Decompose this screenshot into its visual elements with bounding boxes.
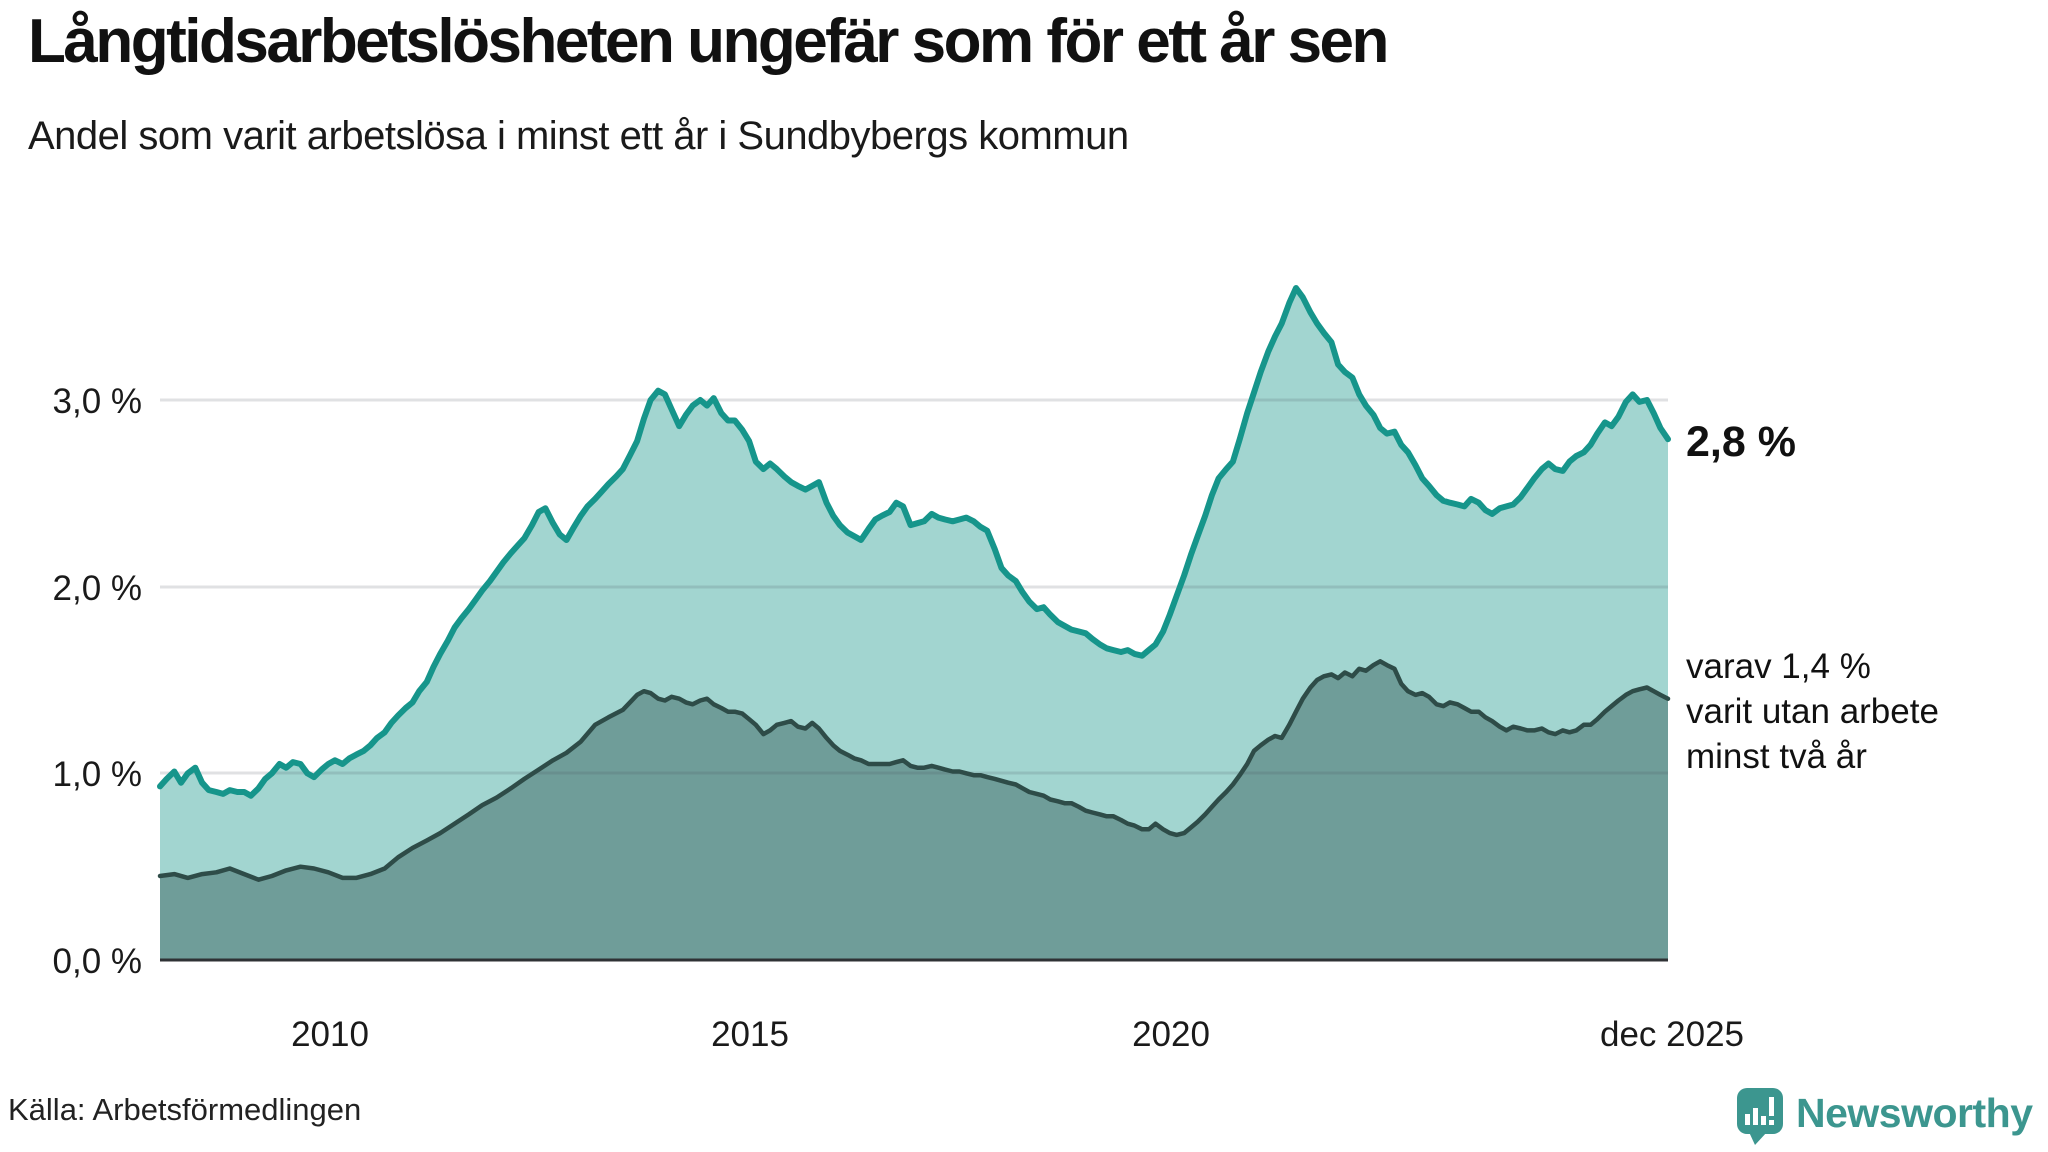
x-tick-2010: 2010	[291, 1015, 369, 1054]
y-tick-3: 3,0 %	[53, 382, 143, 421]
subset-annotation: varav 1,4 % varit utan arbete minst två …	[1686, 644, 1939, 779]
y-tick-0: 0,0 %	[53, 942, 143, 981]
newsworthy-icon	[1737, 1088, 1783, 1145]
page-title: Långtidsarbetslösheten ungefär som för e…	[28, 7, 1389, 76]
line-total	[157, 285, 1671, 799]
page-subtitle: Andel som varit arbetslösa i minst ett å…	[28, 114, 1129, 158]
source-credit: Källa: Arbetsförmedlingen	[8, 1092, 362, 1127]
subset-annotation-line2: varit utan arbete	[1686, 692, 1939, 731]
brand-logo: Newsworthy	[1736, 1086, 2033, 1146]
x-tick-dec-2025: dec 2025	[1600, 1015, 1744, 1054]
gridlines	[160, 398, 1668, 775]
subset-annotation-line3: minst två år	[1686, 737, 1867, 776]
y-tick-2: 2,0 %	[53, 569, 143, 608]
subset-annotation-line1: varav 1,4 %	[1686, 647, 1871, 686]
latest-total-label: 2,8 %	[1686, 418, 1796, 466]
line-two-years	[157, 659, 1671, 882]
area-fill-two-years	[160, 661, 1668, 960]
x-tick-2020: 2020	[1132, 1015, 1210, 1054]
y-tick-1: 1,0 %	[53, 755, 143, 794]
x-tick-2015: 2015	[711, 1015, 789, 1054]
brand-wordmark: Newsworthy	[1796, 1089, 2033, 1136]
